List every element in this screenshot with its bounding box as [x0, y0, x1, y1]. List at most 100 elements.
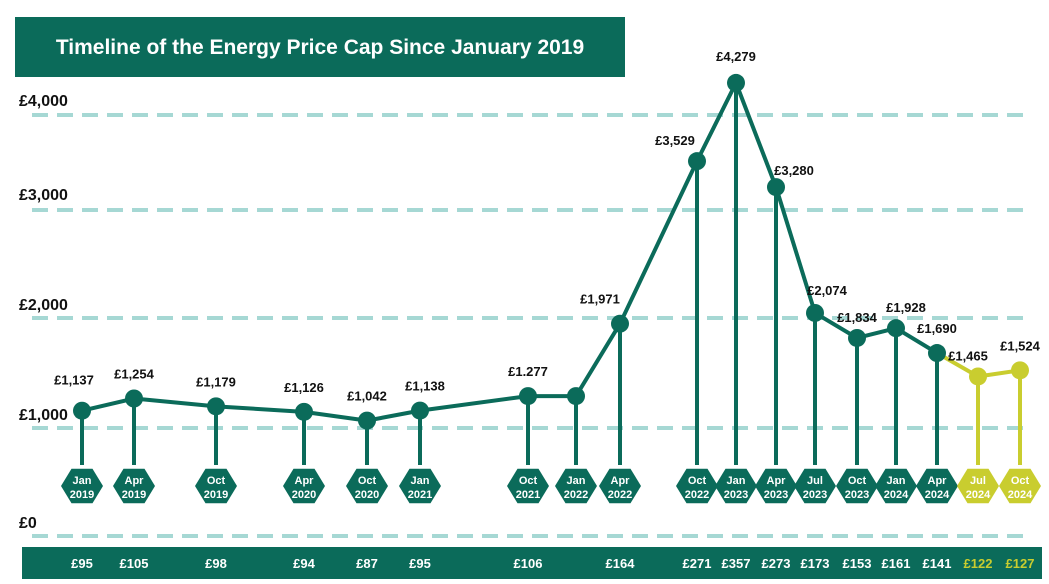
series-segment	[695, 80, 738, 164]
value-label: £1,524	[1000, 338, 1041, 353]
date-year-label: 2024	[966, 489, 991, 501]
date-hexagon	[283, 468, 325, 504]
value-label: £1,254	[114, 366, 155, 381]
monthly-value-label: £357	[722, 556, 751, 571]
date-month-label: Jan	[887, 475, 906, 487]
data-point	[295, 402, 313, 421]
date-hexagon	[61, 468, 103, 504]
value-label: £1.277	[508, 364, 548, 379]
date-month-label: Jul	[807, 475, 823, 487]
stem-layer	[80, 82, 1022, 465]
data-point	[928, 344, 946, 363]
series-line-layer	[80, 80, 1022, 423]
date-year-label: 2019	[122, 489, 146, 501]
data-point	[806, 303, 824, 322]
date-year-label: 2023	[845, 489, 869, 501]
date-hexagon	[113, 468, 155, 504]
data-point	[207, 397, 225, 416]
value-label: £1,179	[196, 374, 236, 389]
monthly-value-label: £94	[293, 556, 315, 571]
value-label: £1,465	[948, 348, 988, 363]
value-label: £2,074	[807, 283, 848, 298]
monthly-value-label: £98	[205, 556, 227, 571]
date-month-label: Apr	[295, 475, 315, 487]
title-box: Timeline of the Energy Price Cap Since J…	[15, 17, 625, 77]
date-hexagon	[507, 468, 549, 504]
chart-title: Timeline of the Energy Price Cap Since J…	[56, 36, 584, 59]
date-hexagon	[399, 468, 441, 504]
date-month-label: Apr	[125, 475, 145, 487]
value-label: £4,279	[716, 49, 756, 64]
series-segment	[618, 159, 699, 326]
monthly-value-label: £164	[606, 556, 636, 571]
data-point	[73, 401, 91, 420]
y-tick-label: £4,000	[19, 93, 68, 110]
monthly-value-label: £127	[1006, 556, 1035, 571]
monthly-band-background	[22, 547, 1042, 579]
date-hexagon	[957, 468, 999, 504]
y-tick-label: £1,000	[19, 407, 68, 424]
value-label: £1,126	[284, 380, 324, 395]
date-year-label: 2020	[292, 489, 316, 501]
date-year-label: 2023	[803, 489, 827, 501]
monthly-band: £95 £105 £98 £94 £87 £95 £106 £164 £271 £357 £273 £…	[22, 547, 1042, 579]
monthly-value-label: £141	[923, 556, 952, 571]
date-month-label: Oct	[207, 475, 226, 487]
date-month-label: Jan	[727, 475, 746, 487]
value-label: £1,138	[405, 379, 445, 394]
data-point	[358, 411, 376, 430]
value-label: £1,928	[886, 300, 926, 315]
value-label: £1,834	[837, 310, 878, 325]
date-hexagon	[999, 468, 1041, 504]
date-year-label: 2020	[355, 489, 379, 501]
monthly-value-label: £106	[514, 556, 543, 571]
monthly-value-label: £173	[801, 556, 830, 571]
monthly-value-label: £271	[683, 556, 712, 571]
value-label: £3,280	[774, 163, 814, 178]
data-point	[727, 73, 745, 92]
data-point	[1011, 361, 1029, 380]
date-month-label: Jan	[411, 475, 430, 487]
date-hexagon	[755, 468, 797, 504]
value-label: £3,529	[655, 133, 695, 148]
series-segment	[418, 394, 530, 413]
date-month-label: Jan	[567, 475, 586, 487]
monthly-value-label: £95	[409, 556, 431, 571]
date-year-label: 2024	[884, 489, 909, 501]
date-month-label: Apr	[928, 475, 948, 487]
date-year-label: 2022	[685, 489, 709, 501]
value-label: £1,042	[347, 389, 387, 404]
series-segment	[132, 396, 218, 409]
data-point	[969, 367, 987, 386]
value-label: £1,971	[580, 292, 620, 307]
date-hexagon	[875, 468, 917, 504]
date-month-label: Apr	[767, 475, 787, 487]
date-month-label: Oct	[688, 475, 707, 487]
series-segment	[302, 409, 369, 423]
date-year-label: 2023	[764, 489, 788, 501]
monthly-value-label: £105	[120, 556, 149, 571]
series-segment	[774, 185, 817, 315]
date-hexagon	[555, 468, 597, 504]
date-year-label: 2019	[70, 489, 94, 501]
monthly-value-label: £153	[843, 556, 872, 571]
date-month-label: Oct	[358, 475, 377, 487]
date-month-label: Jan	[73, 475, 92, 487]
date-hexagon	[599, 468, 641, 504]
series-segment	[214, 404, 306, 414]
value-label: £1,137	[54, 373, 94, 388]
date-year-label: 2024	[1008, 489, 1033, 501]
grid-layer: £0 £1,000 £2,000 £3,000 £4,000	[19, 93, 1030, 538]
monthly-value-label: £95	[71, 556, 93, 571]
data-point	[125, 389, 143, 408]
data-point	[688, 152, 706, 171]
data-point	[567, 387, 585, 406]
date-hexagon-layer: Jan 2019 Apr 2019 Oct 2019 Apr 2020 Oct 2020 Jan 20…	[61, 468, 1041, 504]
data-point	[611, 314, 629, 333]
date-year-label: 2024	[925, 489, 950, 501]
monthly-value-label: £87	[356, 556, 378, 571]
date-hexagon	[676, 468, 718, 504]
date-year-label: 2022	[608, 489, 632, 501]
